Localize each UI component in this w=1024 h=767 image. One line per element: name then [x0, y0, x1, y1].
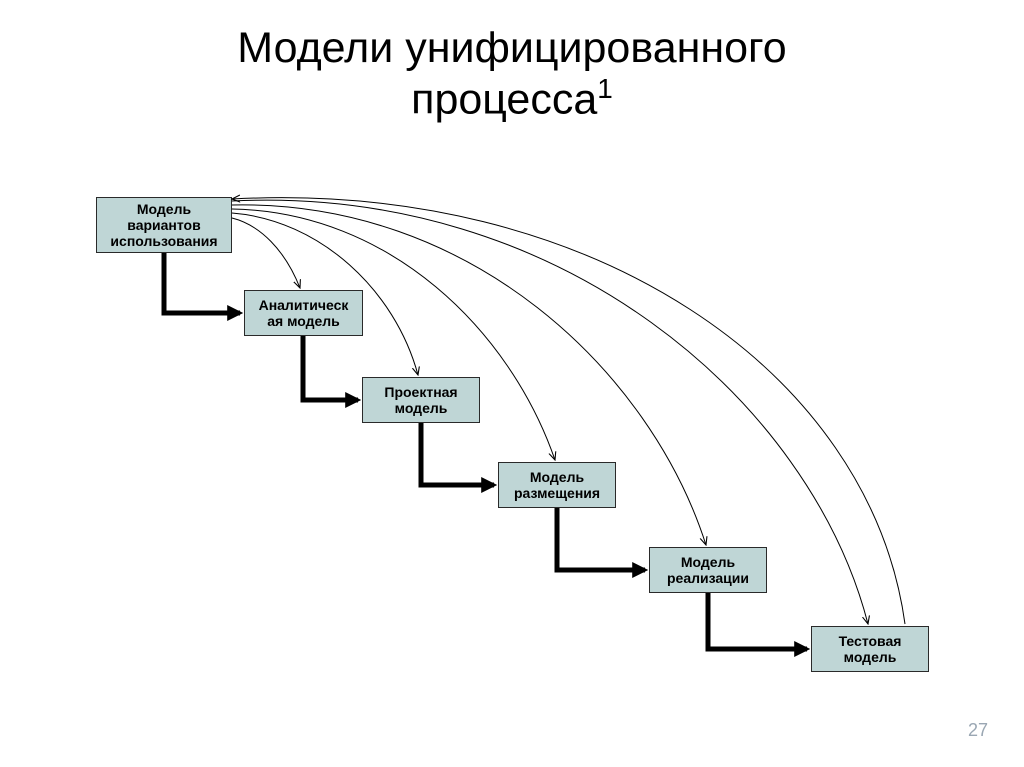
node-test-model: Тестовая модель: [811, 626, 929, 672]
slide: Модели унифицированного процесса1 Модель…: [0, 0, 1024, 767]
slide-title: Модели унифицированного процесса1: [0, 24, 1024, 125]
node-analytic-model: Аналитическ ая модель: [244, 290, 363, 336]
title-superscript: 1: [597, 73, 613, 104]
node-use-case-model: Модель вариантов использования: [96, 197, 232, 253]
node-deployment-model: Модель размещения: [498, 462, 616, 508]
page-number: 27: [968, 720, 988, 741]
node-design-model: Проектная модель: [362, 377, 480, 423]
title-line-1: Модели унифицированного: [237, 24, 786, 72]
title-line-2: процесса: [411, 76, 597, 124]
node-implementation-model: Модель реализации: [649, 547, 767, 593]
